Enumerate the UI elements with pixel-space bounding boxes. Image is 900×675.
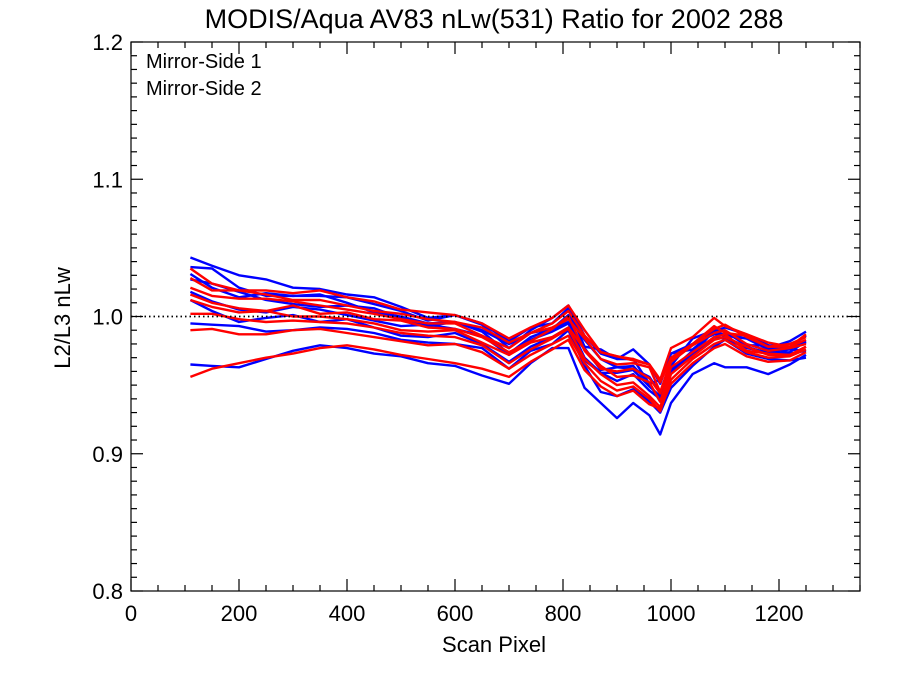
- series-line-mirror-side-2-13: [190, 312, 807, 409]
- series-line-mirror-side-2-8: [189, 267, 807, 381]
- series-line-mirror-side-2-12: [190, 298, 807, 403]
- legend-item-mirror-side-2: Mirror-Side 2: [146, 78, 262, 100]
- legend-item-mirror-side-1: Mirror-Side 1: [146, 51, 262, 73]
- y-tick-label: 1.0: [92, 305, 123, 330]
- y-axis-label: L2/L3 nLw: [50, 267, 75, 369]
- x-tick-label: 400: [329, 601, 366, 626]
- x-tick-label: 200: [221, 601, 258, 626]
- y-tick-label: 1.1: [92, 167, 123, 192]
- series-line-mirror-side-1-4: [189, 290, 807, 398]
- x-tick-label: 1200: [755, 601, 804, 626]
- axis-ticks: 0 200 400 600 800 1000 1200 0.8 0.9 1.0 1.1 1.2: [92, 30, 861, 626]
- x-tick-label: 0: [125, 601, 137, 626]
- y-tick-label: 0.8: [92, 579, 123, 604]
- series-line-mirror-side-2-14: [190, 327, 807, 413]
- x-tick-label: 1000: [647, 601, 696, 626]
- y-tick-label: 1.2: [92, 30, 123, 55]
- x-axis-label: Scan Pixel: [442, 632, 546, 657]
- legend: Mirror-Side 1 Mirror-Side 2: [146, 51, 262, 100]
- chart-title: MODIS/Aqua AV83 nLw(531) Ratio for 2002 …: [205, 4, 784, 34]
- x-tick-label: 800: [545, 601, 582, 626]
- series-line-mirror-side-2-15: [189, 338, 807, 410]
- plot-area: [131, 256, 860, 436]
- series-line-mirror-side-2-11: [189, 293, 807, 395]
- x-tick-label: 600: [437, 601, 474, 626]
- series-line-mirror-side-1-7: [190, 344, 807, 436]
- y-tick-label: 0.9: [92, 442, 123, 467]
